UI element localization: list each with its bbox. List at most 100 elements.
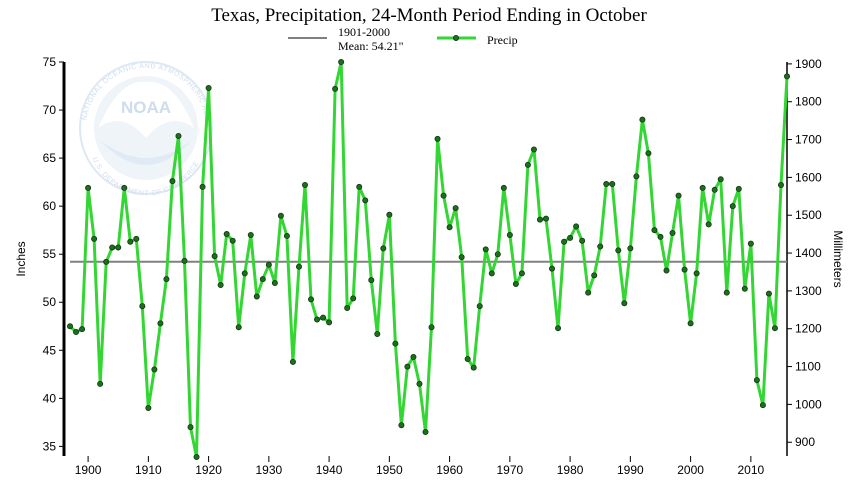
y-axis-ticks: 35 40 45 50 55 60 65 70 75 (43, 55, 64, 453)
precip-point (585, 289, 592, 296)
y2-tick-label: 1100 (795, 360, 821, 374)
precip-point (223, 231, 230, 238)
y-tick-label: 40 (43, 391, 57, 405)
precip-point (639, 116, 646, 123)
x-tick-label: 1950 (376, 463, 403, 477)
precip-point (271, 280, 278, 287)
precip-point (79, 326, 86, 333)
precip-point (253, 293, 260, 300)
y2-axis-label: Millimeters (831, 230, 845, 287)
precip-point (91, 235, 98, 242)
precip-point (127, 238, 134, 245)
precip-point (163, 276, 170, 283)
y2-tick-label: 1000 (795, 397, 822, 411)
x-tick-label: 1940 (316, 463, 343, 477)
precip-point (67, 323, 74, 330)
precip-point (404, 363, 411, 370)
precip-point (205, 84, 212, 91)
precip-point (621, 300, 628, 307)
precip-point (711, 186, 718, 193)
precip-point (422, 428, 429, 435)
precip-point (771, 325, 778, 332)
precip-point (241, 270, 248, 277)
precip-point (265, 261, 272, 268)
x-tick-label: 1900 (75, 463, 102, 477)
precip-point (494, 251, 501, 258)
precip-point (326, 319, 333, 326)
precip-point (356, 183, 363, 190)
precip-point (651, 227, 658, 234)
precip-point (561, 238, 568, 245)
precip-point (283, 232, 290, 239)
y-tick-label: 60 (43, 199, 57, 213)
precip-point (717, 176, 724, 183)
precip-point (247, 231, 254, 238)
noaa-outer-ring (79, 61, 213, 195)
precip-point (115, 244, 122, 251)
precip-point (741, 285, 748, 292)
noaa-bird-icon (98, 81, 194, 138)
y2-tick-label: 1300 (795, 284, 822, 298)
precip-point (729, 203, 736, 210)
precip-point (73, 329, 80, 336)
precip-point (543, 215, 550, 222)
precip-series-line (68, 60, 789, 459)
precip-point (440, 192, 447, 199)
precip-point (446, 224, 453, 231)
precip-point (259, 276, 266, 283)
precip-point (308, 296, 315, 303)
precip-point (476, 303, 483, 310)
x-axis-ticks: 1900 1910 1920 1930 1940 1950 1960 1970 1980 1990… (75, 456, 765, 477)
precip-point (705, 221, 712, 228)
legend-precip-marker (452, 35, 459, 42)
precip-point (609, 181, 616, 188)
y2-tick-label: 1500 (795, 208, 822, 222)
precip-point (723, 289, 730, 296)
y-tick-label: 65 (43, 151, 57, 165)
precip-point (633, 173, 640, 180)
precip-point (350, 295, 357, 302)
precip-point (753, 377, 760, 384)
precip-point (452, 205, 459, 212)
x-tick-label: 1960 (436, 463, 463, 477)
precip-point (151, 366, 158, 373)
y2-tick-label: 1200 (795, 322, 822, 336)
precip-point (470, 364, 477, 371)
precip-point (368, 277, 375, 284)
x-tick-label: 1910 (135, 463, 162, 477)
precip-point (211, 253, 218, 260)
precip-point (187, 424, 194, 431)
precip-point (181, 257, 188, 264)
precip-point (512, 280, 519, 287)
precip-point (169, 178, 176, 185)
precip-point (229, 237, 236, 244)
precip-point (675, 192, 682, 199)
x-tick-label: 2010 (737, 463, 764, 477)
precip-point (693, 270, 700, 277)
precip-point (488, 270, 495, 277)
x-tick-label: 1970 (496, 463, 523, 477)
legend: 1901-2000 Mean: 54.21" Precip (288, 25, 518, 53)
precip-point (416, 380, 423, 387)
precip-point (320, 314, 327, 321)
precip-point (549, 265, 556, 272)
precip-point (615, 247, 622, 254)
precip-point (139, 303, 146, 310)
precip-point (235, 324, 242, 331)
x-tick-label: 1980 (557, 463, 584, 477)
precip-point (669, 230, 676, 237)
precip-point (428, 324, 435, 331)
precip-point (759, 402, 766, 409)
precip-point (579, 237, 586, 244)
x-tick-label: 1990 (617, 463, 644, 477)
precip-point (338, 59, 345, 66)
precip-point (277, 212, 284, 219)
precip-point (458, 254, 465, 261)
precip-point (133, 235, 140, 242)
y2-tick-label: 900 (795, 435, 815, 449)
legend-precip-label: Precip (487, 33, 518, 47)
y2-axis-ticks: 900 1000 1100 1200 1300 1400 1500 1600 1700 1800 1… (787, 57, 822, 449)
precip-point (398, 422, 405, 429)
precip-point (97, 380, 104, 387)
chart-title: Texas, Precipitation, 24-Month Period En… (211, 5, 647, 26)
